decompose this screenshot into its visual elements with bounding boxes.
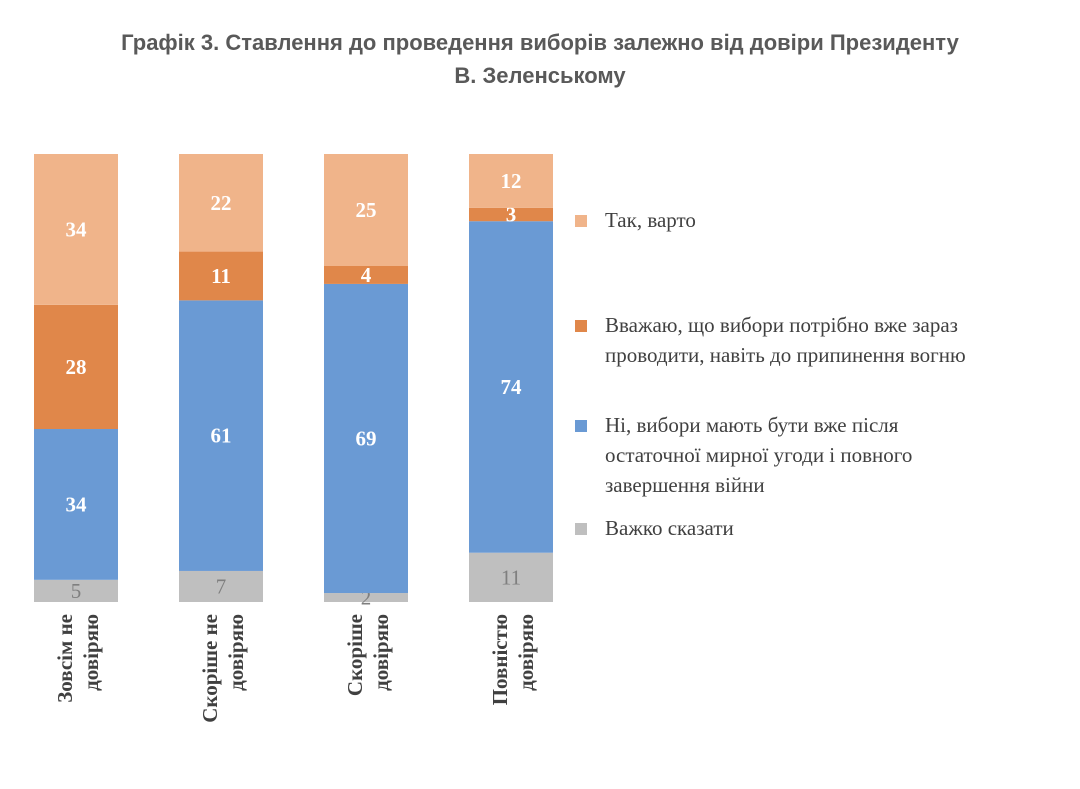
bar-segment: [469, 221, 553, 553]
category-label-line: довіряю: [224, 614, 248, 691]
chart-title-line-2: В. Зеленському: [454, 63, 626, 88]
bar-segment: [34, 429, 118, 580]
bar-segment: [179, 154, 263, 252]
data-label: 11: [211, 264, 231, 288]
data-label: 5: [71, 579, 82, 603]
bar-segment: [324, 283, 408, 594]
data-label: 74: [501, 375, 523, 399]
category-label: Скоріше недовіряю: [198, 614, 248, 723]
data-label: 28: [66, 355, 87, 379]
bar-segment: [469, 154, 553, 208]
legend-swatch: [575, 215, 587, 227]
data-label: 22: [211, 191, 232, 215]
legend-label: Так, варто: [605, 208, 696, 232]
data-label: 4: [361, 263, 372, 287]
category-label-line: Скоріше не: [198, 614, 222, 723]
legend-label-line-1: Вважаю, що вибори потрібно вже зараз: [605, 313, 958, 337]
category-label: Повністюдовіряю: [488, 614, 538, 705]
category-label-line: довіряю: [369, 614, 393, 691]
bar-segment: [324, 266, 408, 284]
bar-segment: [34, 579, 118, 602]
bar-segment: [324, 593, 408, 602]
bar-segment: [324, 154, 408, 266]
bar-segment: [469, 207, 553, 222]
category-label-text: Зовсім недовіряю: [53, 614, 103, 703]
category-label: Скорішедовіряю: [343, 614, 393, 696]
legend-label-line-1: Ні, вибори мають бути вже після: [605, 413, 899, 437]
category-label-line: Зовсім не: [53, 614, 77, 703]
legend-label-line-2: остаточної мирної угоди і повного: [605, 443, 913, 467]
legend-label: Важко сказати: [605, 516, 734, 540]
data-label: 12: [501, 169, 522, 193]
category-label-line: Повністю: [488, 614, 512, 705]
category-label-text: Повністюдовіряю: [488, 614, 538, 705]
data-label: 34: [66, 492, 88, 516]
legend-swatch: [575, 420, 587, 432]
data-label: 11: [501, 565, 521, 589]
data-label: 61: [211, 424, 232, 448]
category-label: Зовсім недовіряю: [53, 614, 103, 703]
data-label: 25: [356, 198, 377, 222]
bar-segment: [34, 154, 118, 305]
chart-title: Графік 3. Ставлення до проведення виборі…: [0, 26, 1080, 92]
bar-segment: [179, 570, 263, 602]
category-label-text: Скорішедовіряю: [343, 614, 393, 696]
data-label: 34: [66, 217, 88, 241]
category-label-line: довіряю: [79, 614, 103, 691]
legend-swatch: [575, 523, 587, 535]
bar-segment: [469, 552, 553, 602]
data-label: 69: [356, 426, 377, 450]
chart-title-line-1: Графік 3. Ставлення до проведення виборі…: [121, 30, 959, 55]
data-label: 7: [216, 574, 227, 598]
legend-swatch: [575, 320, 587, 332]
legend-label-line-3: завершення війни: [605, 473, 765, 497]
category-label-line: Скоріше: [343, 614, 367, 696]
data-label: 2: [361, 586, 372, 610]
bar-segment: [179, 251, 263, 301]
bar-segment: [34, 304, 118, 430]
category-label-text: Скоріше недовіряю: [198, 614, 248, 723]
legend-label-line-2: проводити, навіть до припинення вогню: [605, 343, 966, 367]
category-label-line: довіряю: [514, 614, 538, 691]
bar-segment: [179, 300, 263, 571]
data-label: 3: [506, 202, 517, 226]
